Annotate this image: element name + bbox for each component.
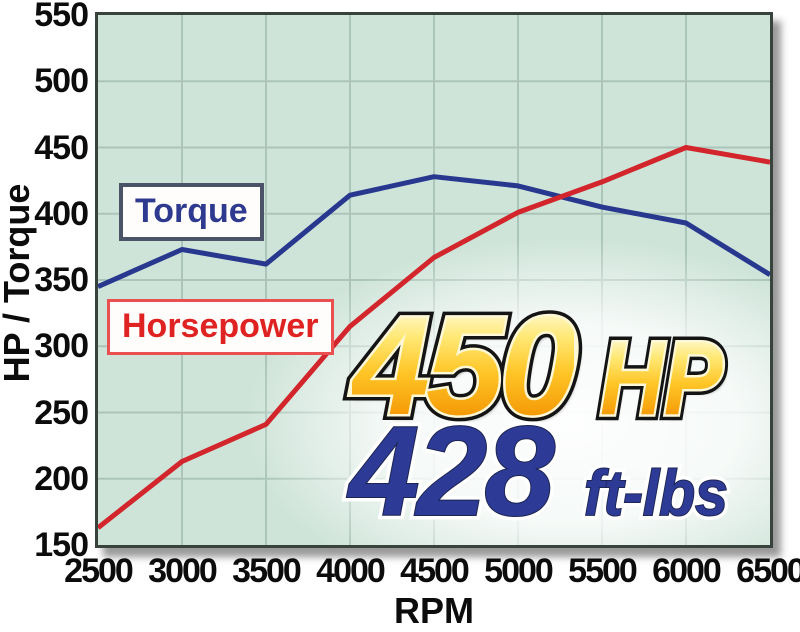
x-axis-label: RPM: [394, 590, 474, 631]
callout-glow: [246, 238, 770, 545]
x-tick-label: 6000: [652, 552, 722, 590]
y-tick-label: 400: [34, 194, 89, 233]
x-tick-label: 2500: [64, 552, 134, 590]
torque-curve: [98, 174, 770, 289]
peak-hp-callout: 450 450 450 HP HP HP: [346, 287, 744, 444]
horsepower-curve-label: Horsepower: [107, 299, 334, 355]
y-tick-label: 350: [34, 261, 89, 299]
peak-torque-unit: ft-lbs ft-lbs ft-lbs: [580, 457, 732, 530]
y-tick-label: 550: [34, 0, 89, 34]
x-tick-label: 4500: [400, 552, 470, 590]
y-tick-label: 500: [34, 62, 89, 101]
x-tick-label: 3500: [232, 552, 302, 590]
curves: [98, 145, 770, 530]
x-tick-label: 6500: [736, 552, 800, 590]
torque-curve-label-text: Torque: [135, 192, 248, 230]
horsepower-curve: [98, 145, 770, 530]
y-tick-label: 250: [34, 393, 89, 432]
torque-curve-label: Torque: [119, 183, 264, 241]
x-tick-label: 4000: [316, 552, 386, 590]
x-tick-label: 5500: [568, 552, 638, 590]
peak-hp-unit: HP HP HP: [594, 321, 727, 437]
x-tick-label: 3000: [148, 552, 218, 590]
y-tick-label: 200: [34, 459, 89, 498]
peak-torque-callout: 428 428 428 ft-lbs ft-lbs ft-lbs: [345, 400, 740, 542]
chart-canvas: [98, 15, 770, 545]
y-tick-label: 150: [34, 526, 89, 564]
peak-hp-value: 450 450 450: [346, 287, 584, 444]
plot-area: [95, 12, 773, 548]
y-tick-label: 450: [34, 128, 89, 167]
y-tick-label: 300: [34, 327, 89, 366]
horsepower-curve-label-text: Horsepower: [122, 307, 319, 345]
x-tick-label: 5000: [484, 552, 554, 590]
peak-torque-value: 428 428 428: [345, 400, 560, 542]
